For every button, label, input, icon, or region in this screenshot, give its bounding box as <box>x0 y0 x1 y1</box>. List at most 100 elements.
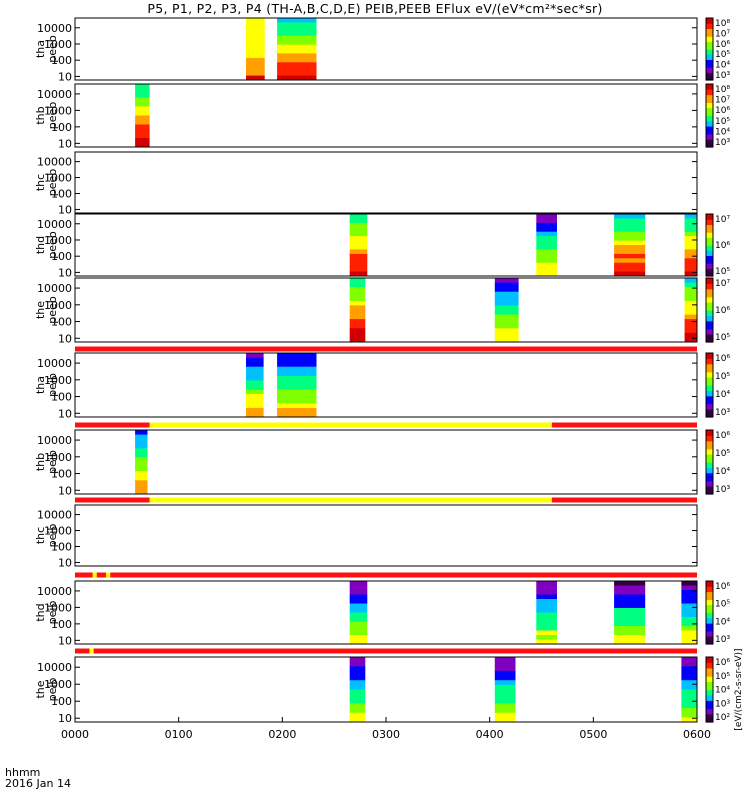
colorbar-tick-label: 10³ <box>715 485 730 495</box>
spectrum-cell <box>246 49 265 54</box>
colorbar-cell <box>706 467 713 471</box>
colorbar-cell <box>706 604 713 608</box>
spectrum-cell <box>536 626 557 631</box>
spectrum-cell <box>536 271 557 277</box>
y-tick-label: 10 <box>58 332 72 345</box>
colorbar-tick-label: 10⁵ <box>715 600 730 610</box>
panel-label-product: peib <box>46 678 59 702</box>
colorbar-cell <box>706 633 713 637</box>
spectrum-cell <box>349 717 366 723</box>
spectrum-cell <box>494 328 519 334</box>
spectrum-cell <box>536 222 557 228</box>
spectrum-block <box>349 214 368 277</box>
panel-label-probe: tha <box>34 376 47 394</box>
panel-label-product: peeb <box>46 35 59 63</box>
spectrum-cell <box>349 590 368 595</box>
spectrum-cell <box>681 635 697 640</box>
colorbar-cell <box>706 588 713 593</box>
spectrum-cell <box>135 133 150 139</box>
spectrum-block <box>135 84 150 148</box>
colorbar-frame <box>705 580 714 645</box>
spectrum-cell <box>536 218 557 224</box>
spectrum-cell <box>614 249 646 255</box>
colorbar-cell <box>706 115 713 119</box>
spectrum-cell <box>684 253 697 259</box>
spectrum-cell <box>614 608 646 613</box>
spectrum-cell <box>614 585 646 591</box>
y-tick-label: 10000 <box>37 357 72 370</box>
spectrum-cell <box>246 403 264 409</box>
spectrum-cell <box>681 617 697 622</box>
spectrum-cell <box>135 489 148 495</box>
spectrum-cell <box>349 703 366 709</box>
colorbar-cell <box>706 110 713 114</box>
colorbar-cell <box>706 612 713 616</box>
colorbar-cell <box>706 488 713 492</box>
colorbar-cell <box>706 141 713 145</box>
colorbar-tick-label: 10⁴ <box>715 617 730 627</box>
spectrum-cell <box>684 258 697 264</box>
spectrum-cell <box>494 305 519 311</box>
spectrum-cell <box>277 412 317 418</box>
spectrum-cell <box>349 291 366 297</box>
spectrum-cell <box>135 124 150 130</box>
colorbar-cell <box>706 270 713 274</box>
spectrum-cell <box>349 287 366 293</box>
y-tick-label: 10000 <box>37 434 72 447</box>
panel-frame <box>74 580 698 645</box>
spectrum-block <box>494 657 516 723</box>
spectrum-cell <box>684 310 697 316</box>
x-tick-label: 0400 <box>476 728 504 741</box>
colorbar-cell <box>706 700 713 704</box>
colorbar-cell <box>706 59 713 63</box>
spectrum-cell <box>536 227 557 233</box>
spectrum-cell <box>536 621 557 627</box>
spectrum-cell <box>684 267 697 272</box>
colorbar-tick-label: 10² <box>715 713 730 723</box>
spectrum-cell <box>246 75 265 81</box>
panel-label-product: peib <box>46 601 59 625</box>
spectrum-cell <box>614 621 646 627</box>
spectrum-cell <box>277 22 317 28</box>
spectrum-cell <box>349 319 366 325</box>
spectrum-cell <box>494 296 519 302</box>
colorbar-tick-label: 10³ <box>715 408 730 418</box>
spectrum-cell <box>246 412 264 418</box>
colorbar-tick-label: 10⁵ <box>715 672 730 682</box>
spectrum-cell <box>246 35 265 41</box>
spectrum-cell <box>349 227 368 233</box>
colorbar-cell <box>706 323 713 327</box>
y-tick-label: 10000 <box>37 156 72 169</box>
colorbar-cell <box>706 459 713 463</box>
spectrum-cell <box>681 689 697 695</box>
y-tick-label: 10000 <box>37 509 72 522</box>
y-tick-label: 100 <box>51 54 72 67</box>
mode-bar-segment <box>551 497 697 503</box>
colorbar-cell <box>706 221 713 225</box>
spectrum-cell <box>349 712 366 718</box>
panel-label-probe: thd <box>34 236 47 254</box>
colorbar-cell <box>706 470 713 474</box>
colorbar-cell <box>706 390 713 394</box>
colorbar-cell <box>706 638 713 642</box>
spectrum-cell <box>135 142 150 148</box>
spectrum-cell <box>684 236 697 241</box>
spectrum-cell <box>684 245 697 250</box>
spectrum-cell <box>614 626 646 631</box>
mode-bar-segment <box>75 572 697 578</box>
colorbar-cell <box>706 594 713 598</box>
spectrum-cell <box>681 703 697 709</box>
colorbar-cell <box>706 443 713 447</box>
spectrum-cell <box>684 222 697 228</box>
panel-label-product: peeb <box>46 231 59 259</box>
colorbar-cell <box>706 84 713 88</box>
y-tick-label: 1000 <box>44 234 72 247</box>
spectrum-cell <box>349 603 368 609</box>
spectrum-cell <box>349 323 366 329</box>
panel-frame <box>74 277 698 343</box>
y-tick-label: 10000 <box>37 661 72 674</box>
colorbar-cell <box>706 302 713 306</box>
colorbar-cell <box>706 708 713 712</box>
colorbar-cell <box>706 617 713 621</box>
spectrum-cell <box>614 612 646 618</box>
